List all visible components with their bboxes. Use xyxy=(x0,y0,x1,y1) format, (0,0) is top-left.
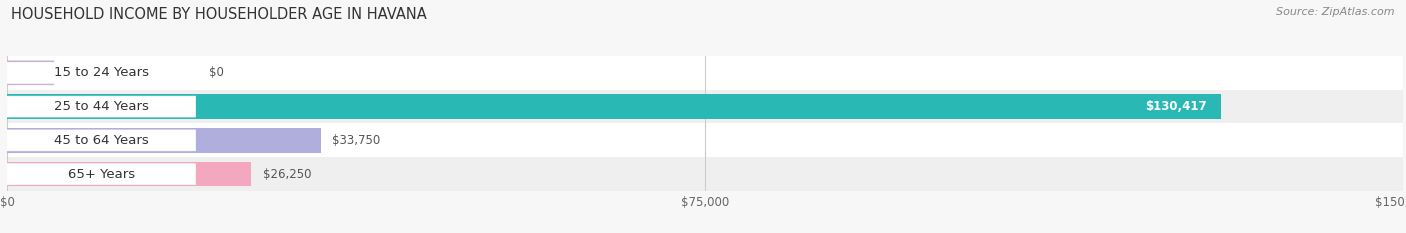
FancyBboxPatch shape xyxy=(7,61,55,85)
Bar xyxy=(7,94,1220,119)
Text: $33,750: $33,750 xyxy=(332,134,381,147)
Text: 45 to 64 Years: 45 to 64 Years xyxy=(53,134,149,147)
Text: 15 to 24 Years: 15 to 24 Years xyxy=(53,66,149,79)
Bar xyxy=(7,157,1403,191)
Text: $26,250: $26,250 xyxy=(263,168,311,181)
FancyBboxPatch shape xyxy=(7,164,195,185)
Text: 25 to 44 Years: 25 to 44 Years xyxy=(53,100,149,113)
Text: $130,417: $130,417 xyxy=(1146,100,1206,113)
Text: Source: ZipAtlas.com: Source: ZipAtlas.com xyxy=(1277,7,1395,17)
FancyBboxPatch shape xyxy=(7,62,195,83)
Text: HOUSEHOLD INCOME BY HOUSEHOLDER AGE IN HAVANA: HOUSEHOLD INCOME BY HOUSEHOLDER AGE IN H… xyxy=(11,7,427,22)
Bar xyxy=(7,90,1403,123)
Bar xyxy=(7,162,252,186)
Text: $0: $0 xyxy=(209,66,225,79)
Bar xyxy=(7,123,1403,157)
FancyBboxPatch shape xyxy=(7,130,195,151)
Text: 65+ Years: 65+ Years xyxy=(67,168,135,181)
FancyBboxPatch shape xyxy=(7,96,195,117)
Bar xyxy=(7,56,1403,90)
Bar xyxy=(7,128,321,153)
